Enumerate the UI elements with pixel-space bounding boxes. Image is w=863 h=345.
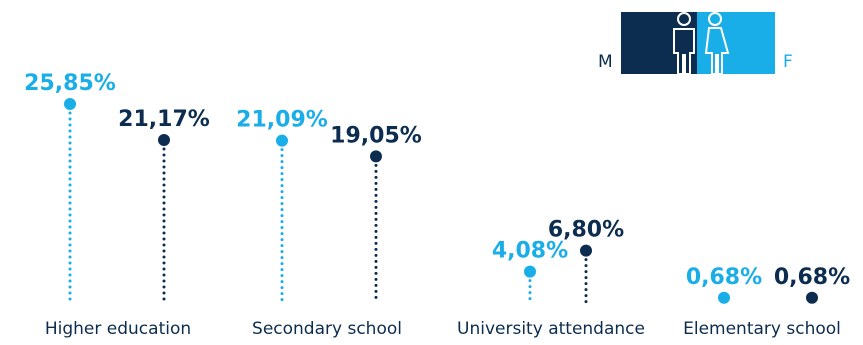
legend: M F <box>598 12 793 74</box>
legend-male-label: M <box>598 52 613 72</box>
dot-female-1 <box>64 98 76 110</box>
dot-female-4 <box>718 292 730 304</box>
value-label-female-2: 21,09% <box>236 108 328 133</box>
chart-marks: 25,85%21,09%4,08%0,68%21,17%19,05%6,80%0… <box>24 71 850 304</box>
dot-male-2 <box>370 150 382 162</box>
value-label-male-3: 6,80% <box>548 218 624 243</box>
category-label-4: Elementary school <box>683 319 841 339</box>
dot-male-3 <box>580 245 592 257</box>
category-label-3: University attendance <box>457 319 645 339</box>
category-label-1: Higher education <box>45 319 191 339</box>
dot-male-1 <box>158 134 170 146</box>
value-label-male-1: 21,17% <box>118 107 210 132</box>
legend-female-label: F <box>783 52 793 72</box>
value-label-female-1: 25,85% <box>24 71 116 96</box>
value-label-male-2: 19,05% <box>330 123 422 148</box>
dot-female-3 <box>524 266 536 278</box>
category-labels: Higher education Secondary school Universi… <box>45 319 841 339</box>
value-label-male-4: 0,68% <box>774 265 850 290</box>
dot-male-4 <box>806 292 818 304</box>
category-label-2: Secondary school <box>252 319 402 339</box>
dot-female-2 <box>276 135 288 147</box>
value-label-female-4: 0,68% <box>686 265 762 290</box>
